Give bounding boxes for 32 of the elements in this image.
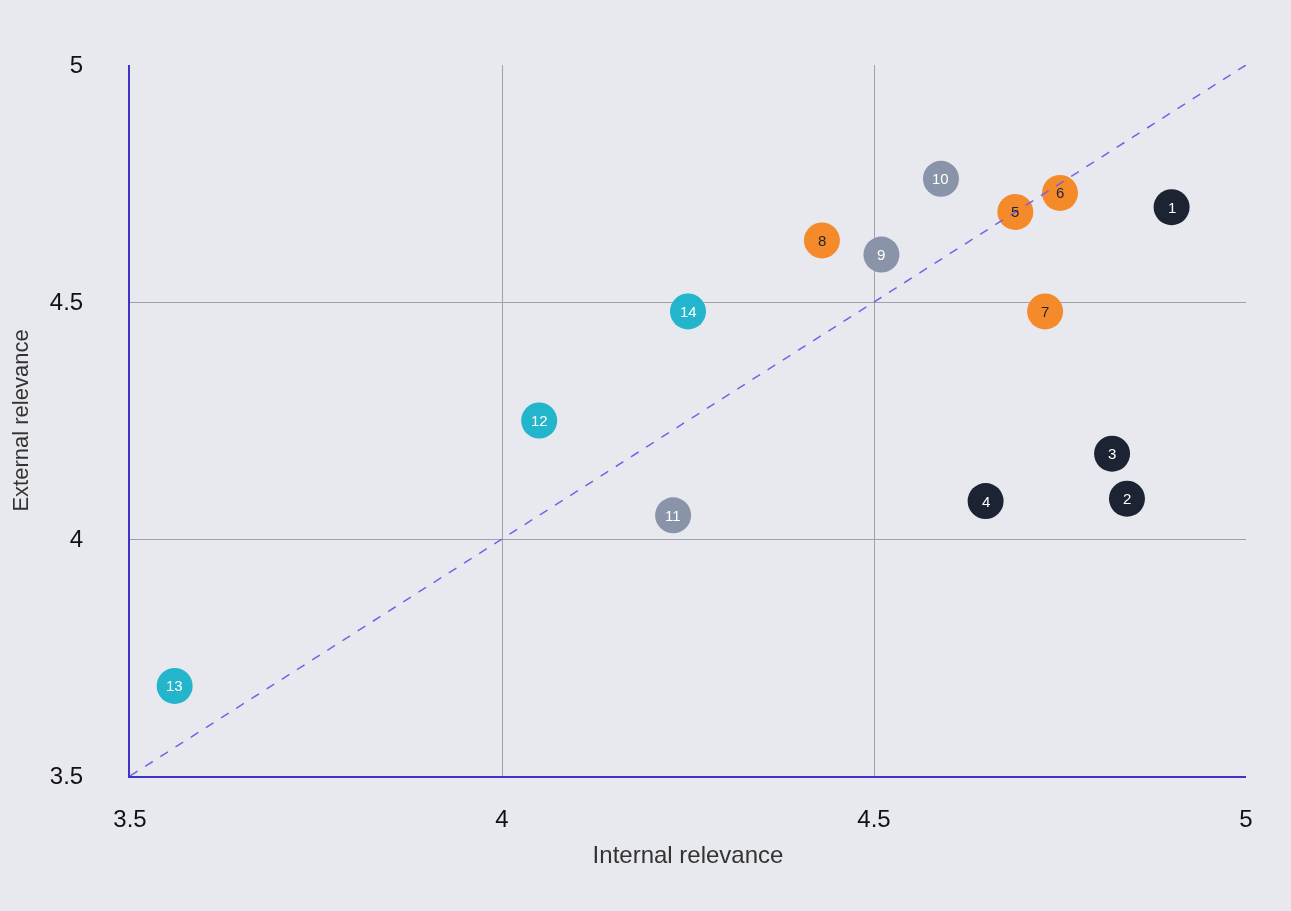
- x-tick-label: 3.5: [113, 804, 147, 832]
- y-tick-label: 4: [69, 525, 84, 553]
- point: [1027, 293, 1064, 330]
- x-tick-label: 4.5: [857, 804, 891, 832]
- annotation: 6: [1056, 184, 1065, 201]
- point: [1094, 435, 1131, 472]
- y-axis-title: External relevance: [8, 329, 34, 512]
- y-tick-label: 5: [69, 51, 84, 79]
- y-tick-label: 4.5: [49, 288, 84, 316]
- point: [997, 193, 1034, 230]
- y-tick-label: 3.5: [49, 762, 84, 790]
- x-axis-title: Internal relevance: [592, 840, 784, 868]
- annotation: 4: [982, 493, 991, 510]
- annotation: 8: [818, 232, 827, 249]
- point: [1042, 174, 1078, 211]
- annotation: 2: [1123, 490, 1132, 507]
- x-tick-label: 5: [1239, 804, 1253, 832]
- point: [1153, 189, 1190, 226]
- x-tick-label: 4: [495, 804, 509, 832]
- annotation: 13: [166, 677, 183, 694]
- annotation: 3: [1108, 445, 1117, 462]
- annotation: 10: [932, 170, 949, 187]
- annotation: 11: [665, 507, 681, 524]
- point: [1108, 480, 1145, 517]
- annotation: 14: [680, 303, 697, 320]
- annotation: 1: [1168, 199, 1177, 216]
- point: [863, 236, 900, 273]
- point: [803, 222, 840, 259]
- point: [967, 483, 1004, 520]
- annotation: 7: [1041, 303, 1050, 320]
- annotation: 9: [877, 246, 886, 263]
- annotation: 12: [531, 412, 548, 429]
